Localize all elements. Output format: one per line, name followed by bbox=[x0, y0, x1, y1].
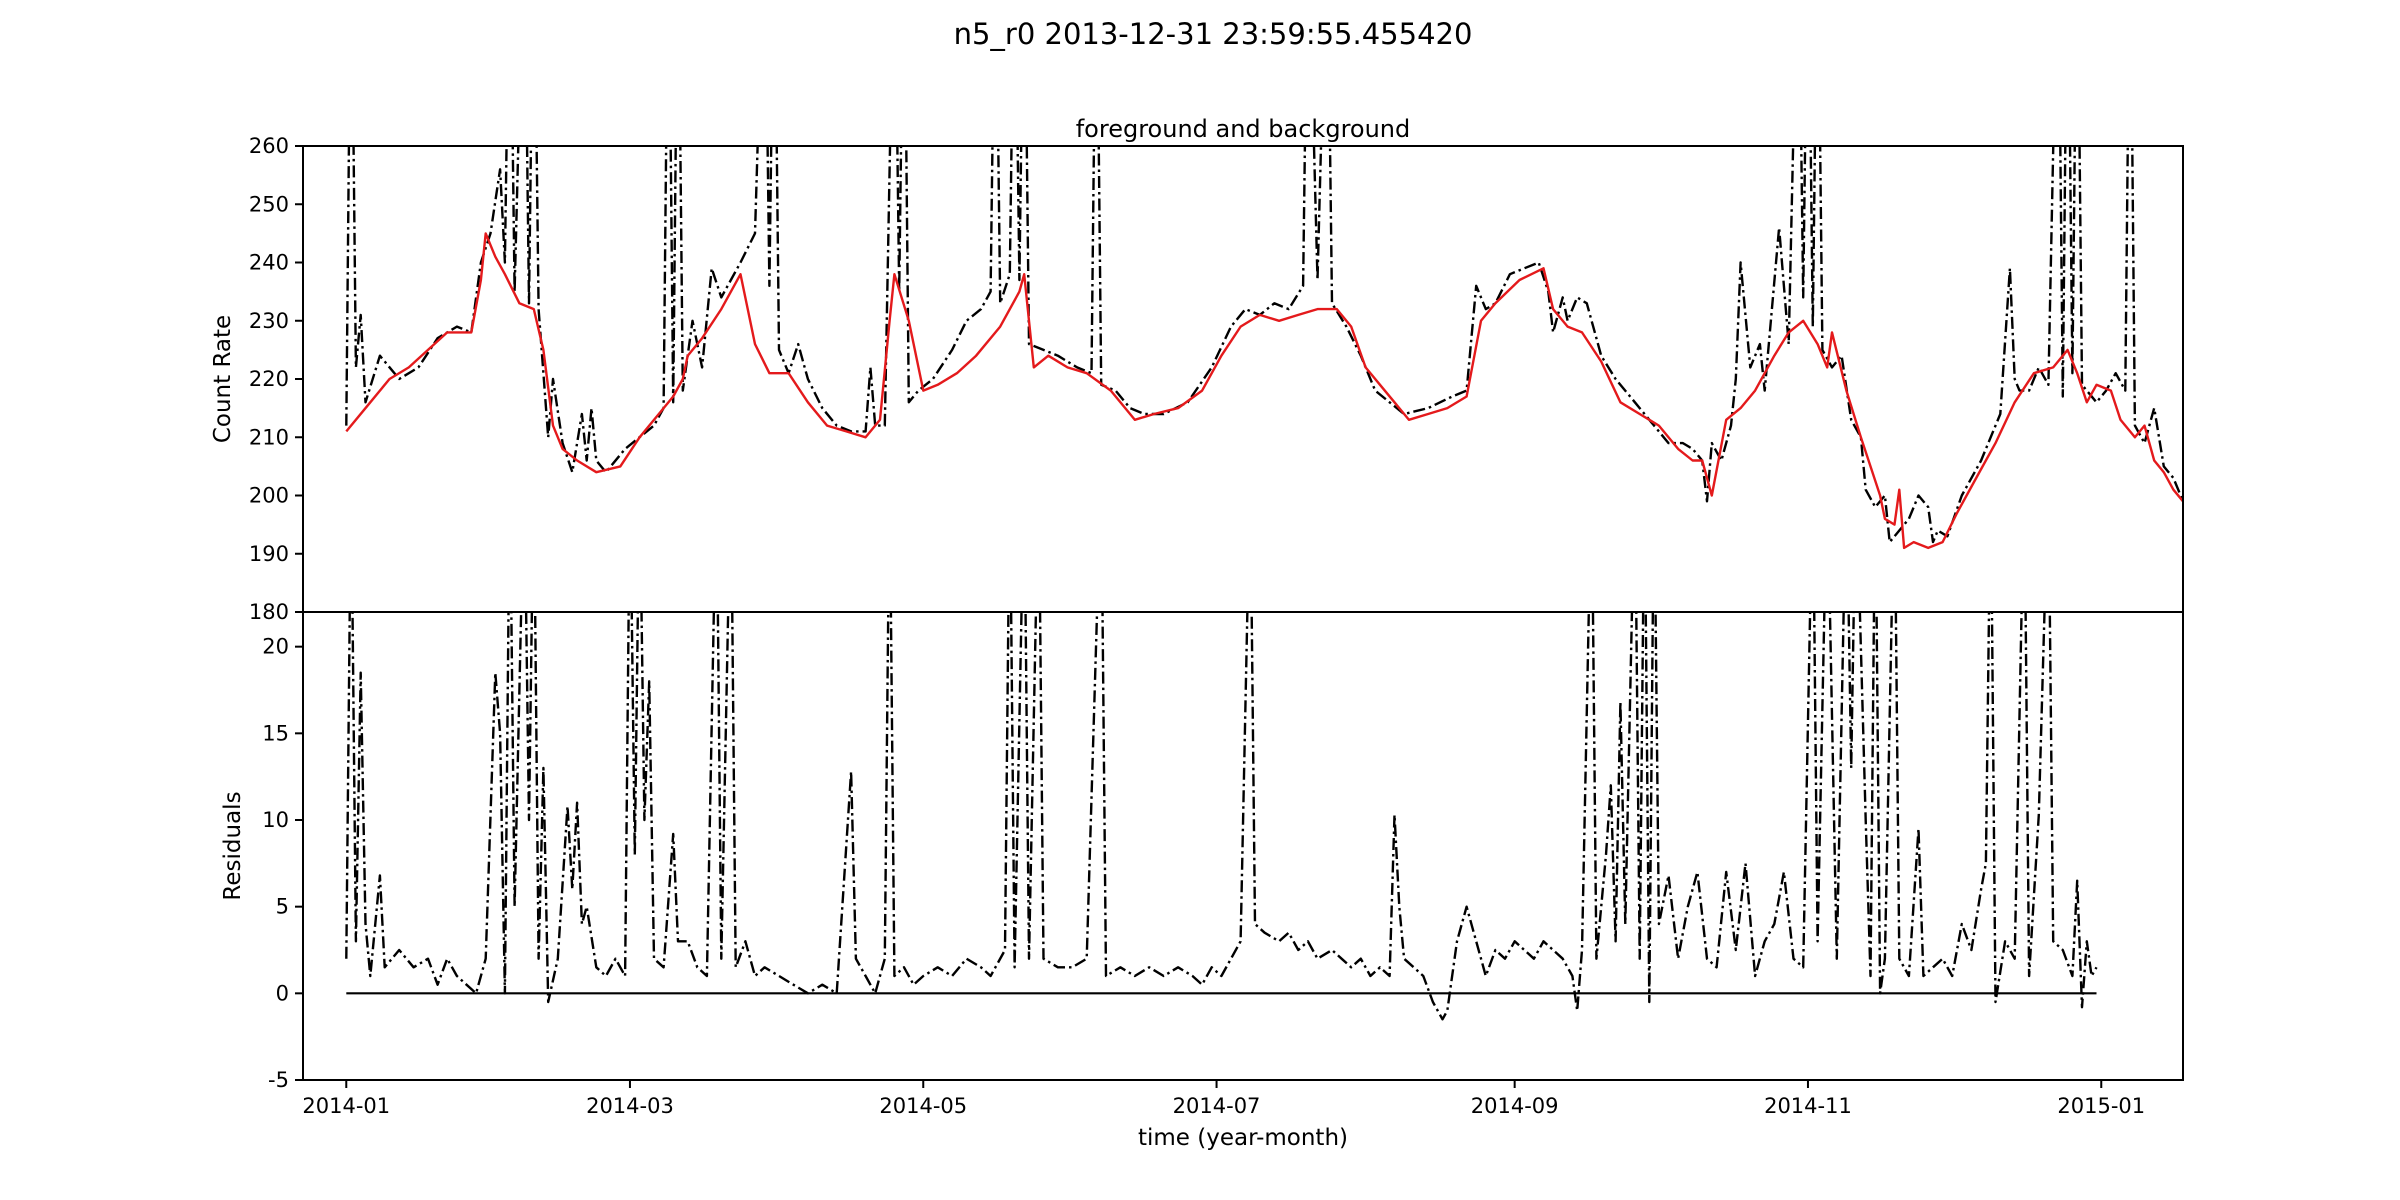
x-tick-label: 2015-01 bbox=[2057, 1094, 2145, 1118]
y-tick-label: 260 bbox=[249, 134, 289, 158]
y-tick-label: 250 bbox=[249, 192, 289, 216]
x-axis: 2014-01 2014-03 2014-05 2014-07 2014-09 2014-… bbox=[302, 1080, 2145, 1118]
y-tick-label: 240 bbox=[249, 251, 289, 275]
top-y-axis: 180 190 200 210 220 230 240 250 260 bbox=[249, 134, 303, 624]
y-tick-label: 5 bbox=[276, 895, 289, 919]
y-tick-label: 20 bbox=[262, 635, 289, 659]
x-tick-label: 2014-03 bbox=[586, 1094, 674, 1118]
top-panel-frame bbox=[302, 145, 2184, 613]
y-tick-label: 200 bbox=[249, 484, 289, 508]
y-tick-label: 210 bbox=[249, 425, 289, 449]
y-tick-label: 190 bbox=[249, 542, 289, 566]
series-line-1-1 bbox=[345, 612, 2098, 1021]
x-tick-label: 2014-07 bbox=[1173, 1094, 1261, 1118]
bottom-y-axis-title: Residuals bbox=[220, 791, 246, 900]
y-tick-label: -5 bbox=[268, 1068, 289, 1092]
series-line-0-0 bbox=[345, 146, 2183, 544]
bottom-panel-plot-area bbox=[345, 612, 2098, 1021]
x-tick-label: 2014-11 bbox=[1764, 1094, 1852, 1118]
y-tick-label: 0 bbox=[276, 981, 289, 1005]
top-panel-plot-area bbox=[345, 146, 2183, 550]
x-tick-label: 2014-05 bbox=[879, 1094, 967, 1118]
y-tick-label: 10 bbox=[262, 808, 289, 832]
top-y-axis-title: Count Rate bbox=[210, 315, 236, 443]
bottom-panel-frame bbox=[302, 611, 2184, 1081]
series-line-0-1 bbox=[345, 232, 2183, 550]
figure-title: n5_r0 2013-12-31 23:59:55.455420 bbox=[954, 17, 1473, 51]
x-axis-title: time (year-month) bbox=[1138, 1125, 1348, 1151]
bottom-y-axis: -5 0 5 10 15 20 bbox=[262, 635, 303, 1092]
y-tick-label: 15 bbox=[262, 721, 289, 745]
x-tick-label: 2014-01 bbox=[302, 1094, 390, 1118]
y-tick-label: 180 bbox=[249, 600, 289, 624]
x-tick-label: 2014-09 bbox=[1471, 1094, 1559, 1118]
y-tick-label: 220 bbox=[249, 367, 289, 391]
y-tick-label: 230 bbox=[249, 309, 289, 333]
top-panel-title: foreground and background bbox=[1076, 115, 1411, 143]
